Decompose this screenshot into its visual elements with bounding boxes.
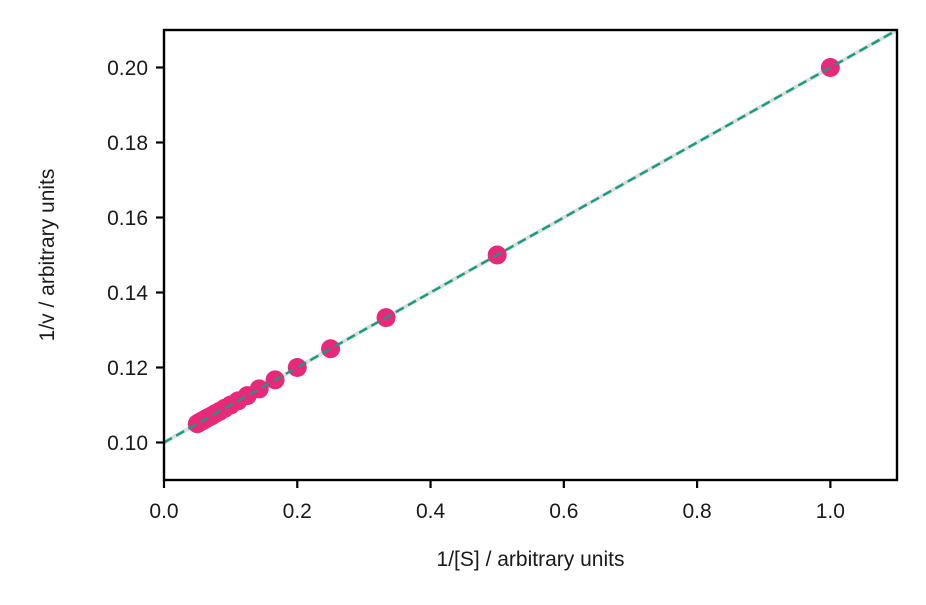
plot-frame — [162, 28, 899, 482]
x-tick-label: 0.0 — [149, 500, 178, 523]
data-point — [187, 414, 207, 434]
x-tick-label: 0.6 — [549, 500, 578, 523]
x-axis-ticks: 0.0 0.2 0.4 0.6 0.8 1.0 — [149, 480, 845, 523]
y-axis-label: 1/v / arbitrary units — [36, 169, 59, 342]
y-axis-ticks: 0.10 0.12 0.14 0.16 0.18 0.20 — [107, 57, 164, 455]
x-tick-label: 1.0 — [816, 500, 845, 523]
fit-line-overlay — [163, 29, 898, 444]
x-tick-label: 0.2 — [283, 500, 312, 523]
x-tick-label: 0.4 — [416, 500, 446, 523]
data-point — [321, 339, 341, 359]
data-points — [163, 29, 898, 444]
y-tick-label: 0.18 — [107, 132, 148, 155]
y-tick-label: 0.12 — [107, 357, 148, 380]
y-tick-label: 0.20 — [107, 57, 148, 80]
x-axis-label: 1/[S] / arbitrary units — [437, 548, 625, 571]
y-tick-label: 0.14 — [107, 282, 148, 305]
x-tick-label: 0.8 — [682, 500, 711, 523]
data-point — [287, 358, 307, 377]
y-tick-label: 0.10 — [107, 432, 148, 455]
y-tick-label: 0.16 — [107, 207, 148, 230]
